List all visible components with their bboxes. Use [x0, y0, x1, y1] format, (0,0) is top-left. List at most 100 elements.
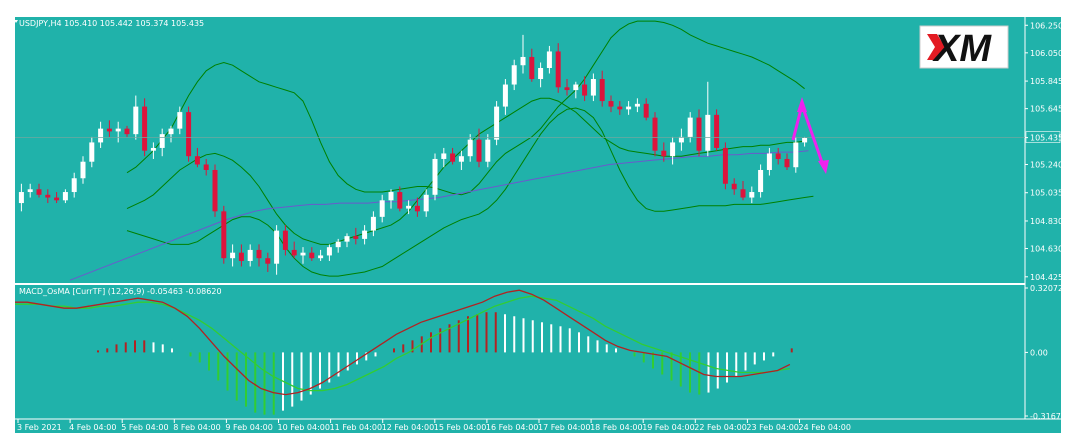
time-tick-label: 10 Feb 04:00: [278, 423, 330, 432]
candle-body: [582, 84, 588, 96]
candle-body: [441, 153, 447, 159]
candle: [714, 109, 720, 151]
candle: [89, 136, 95, 168]
candle: [344, 233, 350, 248]
candle-body: [758, 169, 764, 193]
time-tick-label: 8 Feb 04:00: [173, 423, 220, 432]
candle: [80, 156, 86, 184]
candle: [186, 106, 192, 162]
candle-body: [18, 192, 24, 204]
candle: [582, 76, 588, 102]
candle-body: [274, 230, 280, 264]
macd-panel[interactable]: [15, 285, 1025, 419]
candle-body: [511, 65, 517, 85]
band-lower-line: [126, 107, 814, 277]
candle-body: [186, 112, 192, 157]
candle: [282, 225, 288, 256]
time-tick-label: 12 Feb 04:00: [382, 423, 434, 432]
chevron-down-icon[interactable]: [14, 20, 18, 23]
price-tick-label: 105.240: [1030, 160, 1063, 169]
candle: [432, 153, 438, 201]
candle: [62, 189, 68, 204]
candle: [45, 189, 51, 204]
candle: [265, 252, 271, 272]
band-middle-line: [126, 97, 805, 245]
candle: [326, 244, 332, 261]
price-tick-label: 105.035: [1030, 189, 1063, 198]
candle: [502, 79, 508, 115]
candle-body: [282, 230, 288, 250]
candle: [634, 98, 640, 113]
price-tick-label: 105.645: [1030, 105, 1063, 114]
candle: [414, 197, 420, 217]
candle-body: [793, 142, 799, 168]
candle: [423, 189, 429, 217]
candle: [159, 128, 165, 157]
time-tick-label: 24 Feb 04:00: [799, 423, 851, 432]
macd-tick-label: 0.32072: [1030, 284, 1063, 293]
candle: [353, 227, 359, 245]
candle: [740, 181, 746, 201]
candle: [722, 142, 728, 190]
candle-body: [546, 51, 552, 68]
candle-body: [106, 128, 112, 132]
candle: [71, 172, 77, 198]
candle-body: [370, 216, 376, 231]
candle-body: [300, 252, 306, 256]
candle: [230, 244, 236, 267]
candle-body: [168, 128, 174, 135]
time-tick-label: 22 Feb 04:00: [694, 423, 746, 432]
candle-body: [230, 252, 236, 259]
candle: [599, 70, 605, 107]
candle-body: [705, 114, 711, 151]
candle: [335, 238, 341, 253]
candle: [212, 164, 218, 217]
candle: [696, 109, 702, 157]
candle: [784, 153, 790, 170]
candle-body: [502, 84, 508, 107]
candle-body: [626, 106, 632, 110]
candle-body: [714, 114, 720, 148]
candle-body: [476, 139, 482, 162]
candle-body: [159, 134, 165, 148]
candle: [379, 194, 385, 223]
candle: [18, 183, 24, 212]
chart-info-label: USDJPY,H4 105.410 105.442 105.374 105.43…: [19, 19, 204, 28]
candle-body: [784, 158, 790, 168]
band-upper-line: [126, 20, 805, 196]
candle: [106, 120, 112, 137]
candle: [247, 244, 253, 267]
candle: [362, 225, 368, 245]
candle: [124, 125, 130, 137]
price-tick-label: 106.050: [1030, 49, 1063, 58]
candle: [98, 121, 104, 148]
candle: [300, 247, 306, 264]
candle: [555, 43, 561, 93]
candle: [494, 101, 500, 146]
candle-body: [318, 255, 324, 259]
candle: [564, 79, 570, 96]
logo-x-accent-icon: [927, 34, 945, 60]
candle: [731, 178, 737, 195]
macd-info-label: MACD_OsMA [CurrTF] (12,26,9) -0.05463 -0…: [19, 287, 222, 296]
time-tick-label: 5 Feb 04:00: [121, 423, 168, 432]
candle-body: [564, 87, 570, 91]
price-tick-label: 104.830: [1030, 217, 1063, 226]
candle-body: [802, 137, 808, 143]
candle-body: [36, 189, 42, 195]
candle: [36, 183, 42, 198]
candle: [168, 125, 174, 143]
candle: [150, 142, 156, 159]
candle-body: [406, 205, 412, 209]
candle: [643, 98, 649, 121]
candle-body: [775, 153, 781, 159]
time-tick-label: 16 Feb 04:00: [486, 423, 538, 432]
candle-body: [458, 156, 464, 162]
candle: [511, 59, 517, 91]
candle-body: [362, 230, 368, 239]
candle: [256, 244, 262, 267]
candle: [177, 106, 183, 135]
candle-body: [379, 200, 385, 217]
main-panel[interactable]: [15, 17, 1025, 283]
